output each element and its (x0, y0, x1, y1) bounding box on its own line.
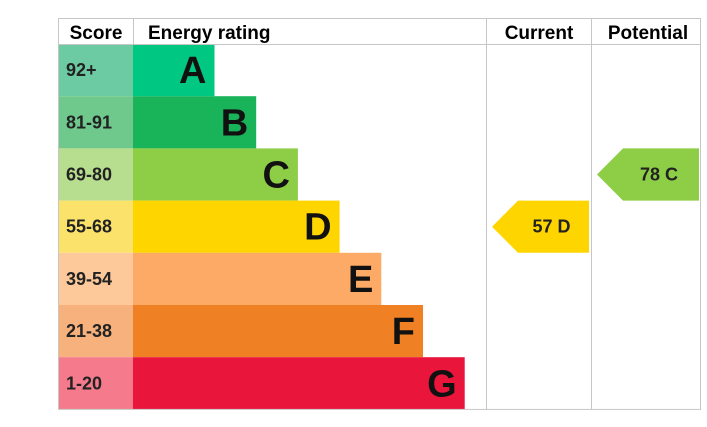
rating-letter-c: C (262, 155, 289, 197)
score-cell-a (58, 44, 133, 97)
score-cell-e (58, 252, 133, 305)
current-pointer (492, 200, 589, 253)
score-label-g: 1-20 (66, 373, 102, 393)
rating-bar-e (133, 252, 382, 305)
rating-bar-d (133, 200, 340, 253)
current-pointer-label: 57 D (532, 217, 570, 237)
header-score: Score (70, 23, 123, 44)
score-label-d: 55-68 (66, 217, 112, 237)
rating-letter-d: D (304, 207, 331, 249)
score-cell-f (58, 305, 133, 358)
rating-bar-g (133, 357, 465, 410)
chart-border (58, 18, 701, 410)
score-label-e: 39-54 (66, 269, 112, 289)
rating-bar-f (133, 305, 423, 358)
score-cell-d (58, 200, 133, 253)
rating-bar-b (133, 96, 257, 149)
pointers-group: 57 D 78 C (492, 148, 699, 253)
score-label-a: 92+ (66, 60, 97, 80)
header-potential: Potential (608, 23, 688, 44)
rating-letter-a: A (179, 50, 206, 92)
potential-pointer (597, 148, 699, 201)
score-label-b: 81-91 (66, 112, 112, 132)
potential-pointer-label: 78 C (640, 165, 678, 185)
grid-lines (58, 18, 701, 410)
score-cell-g (58, 357, 133, 410)
rating-letter-g: G (427, 363, 457, 405)
score-label-c: 69-80 (66, 165, 112, 185)
bands-group: 92+ A 81-91 B 69-80 C 55-68 D 39-54 E 21-38 F 1-20 G (58, 44, 465, 410)
rating-letter-e: E (348, 259, 373, 301)
score-label-f: 21-38 (66, 321, 112, 341)
header-current: Current (505, 23, 574, 44)
rating-bar-c (133, 148, 298, 201)
rating-letter-f: F (392, 311, 415, 353)
header-energy-rating: Energy rating (148, 23, 270, 44)
score-cell-b (58, 96, 133, 149)
rating-bar-a (133, 44, 215, 97)
rating-letter-b: B (221, 102, 248, 144)
score-cell-c (58, 148, 133, 201)
